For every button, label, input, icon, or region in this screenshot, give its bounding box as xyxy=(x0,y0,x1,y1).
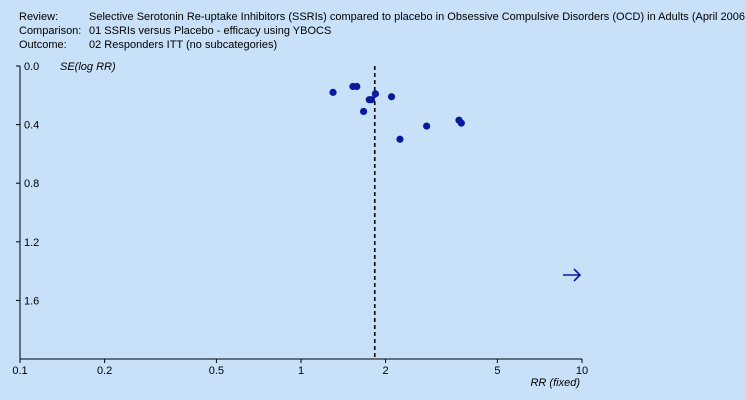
study-point xyxy=(457,119,465,127)
x-axis-title: RR (fixed) xyxy=(530,377,580,389)
y-tick-label: 1.2 xyxy=(24,237,39,249)
y-tick: 0.4 xyxy=(16,120,39,132)
arrow-right-icon xyxy=(563,268,582,282)
report-header: Review: Selective Serotonin Re-uptake In… xyxy=(0,0,746,56)
y-axis-title: SE(log RR) xyxy=(60,61,116,73)
y-tick-label: 1.6 xyxy=(24,295,39,307)
study-point xyxy=(367,96,375,104)
y-tick: 1.6 xyxy=(16,295,39,307)
study-point xyxy=(353,82,361,91)
x-tick-label: 0.5 xyxy=(209,365,224,377)
study-points xyxy=(329,82,465,143)
study-point xyxy=(423,122,431,130)
x-tick: 10 xyxy=(576,359,588,377)
x-tick-label: 0.2 xyxy=(97,365,112,377)
x-tick: 0.2 xyxy=(97,359,112,377)
review-label: Review: xyxy=(19,11,59,23)
y-tick-label: 0.8 xyxy=(24,178,39,190)
x-tick-label: 0.1 xyxy=(12,365,27,377)
study-point xyxy=(371,90,380,98)
x-axis-ticks: 0.1 0.2 0.5 1 2 5 10 xyxy=(12,359,588,377)
y-tick: 1.2 xyxy=(16,237,39,249)
outcome-value: 02 Responders ITT (no subcategories) xyxy=(89,39,278,51)
x-tick: 0.1 xyxy=(12,359,28,377)
plot-axes xyxy=(19,66,582,360)
y-tick-label: 0.4 xyxy=(24,120,39,132)
y-tick: 0.8 xyxy=(16,178,39,190)
x-tick: 1 xyxy=(298,359,304,377)
study-point xyxy=(329,88,337,96)
x-tick: 2 xyxy=(383,359,389,377)
outcome-label: Outcome: xyxy=(19,39,67,51)
x-tick-label: 5 xyxy=(494,365,500,377)
y-tick: 0.0 xyxy=(16,61,39,73)
x-tick: 5 xyxy=(494,359,500,377)
x-tick-label: 1 xyxy=(298,365,304,377)
x-tick-label: 10 xyxy=(576,365,588,377)
y-tick-label: 0.0 xyxy=(24,61,39,73)
review-value: Selective Serotonin Re-uptake Inhibitors… xyxy=(89,11,746,23)
y-axis-ticks: 0.0 0.4 0.8 1.2 1.6 xyxy=(16,61,39,307)
study-point xyxy=(359,107,368,116)
comparison-label: Comparison: xyxy=(19,25,82,37)
arrow-head xyxy=(573,268,582,282)
comparison-value: 01 SSRIs versus Placebo - efficacy using… xyxy=(89,25,332,37)
study-point xyxy=(396,135,404,143)
x-tick: 0.5 xyxy=(209,359,224,377)
study-point xyxy=(387,93,396,101)
x-tick-label: 2 xyxy=(383,365,389,377)
